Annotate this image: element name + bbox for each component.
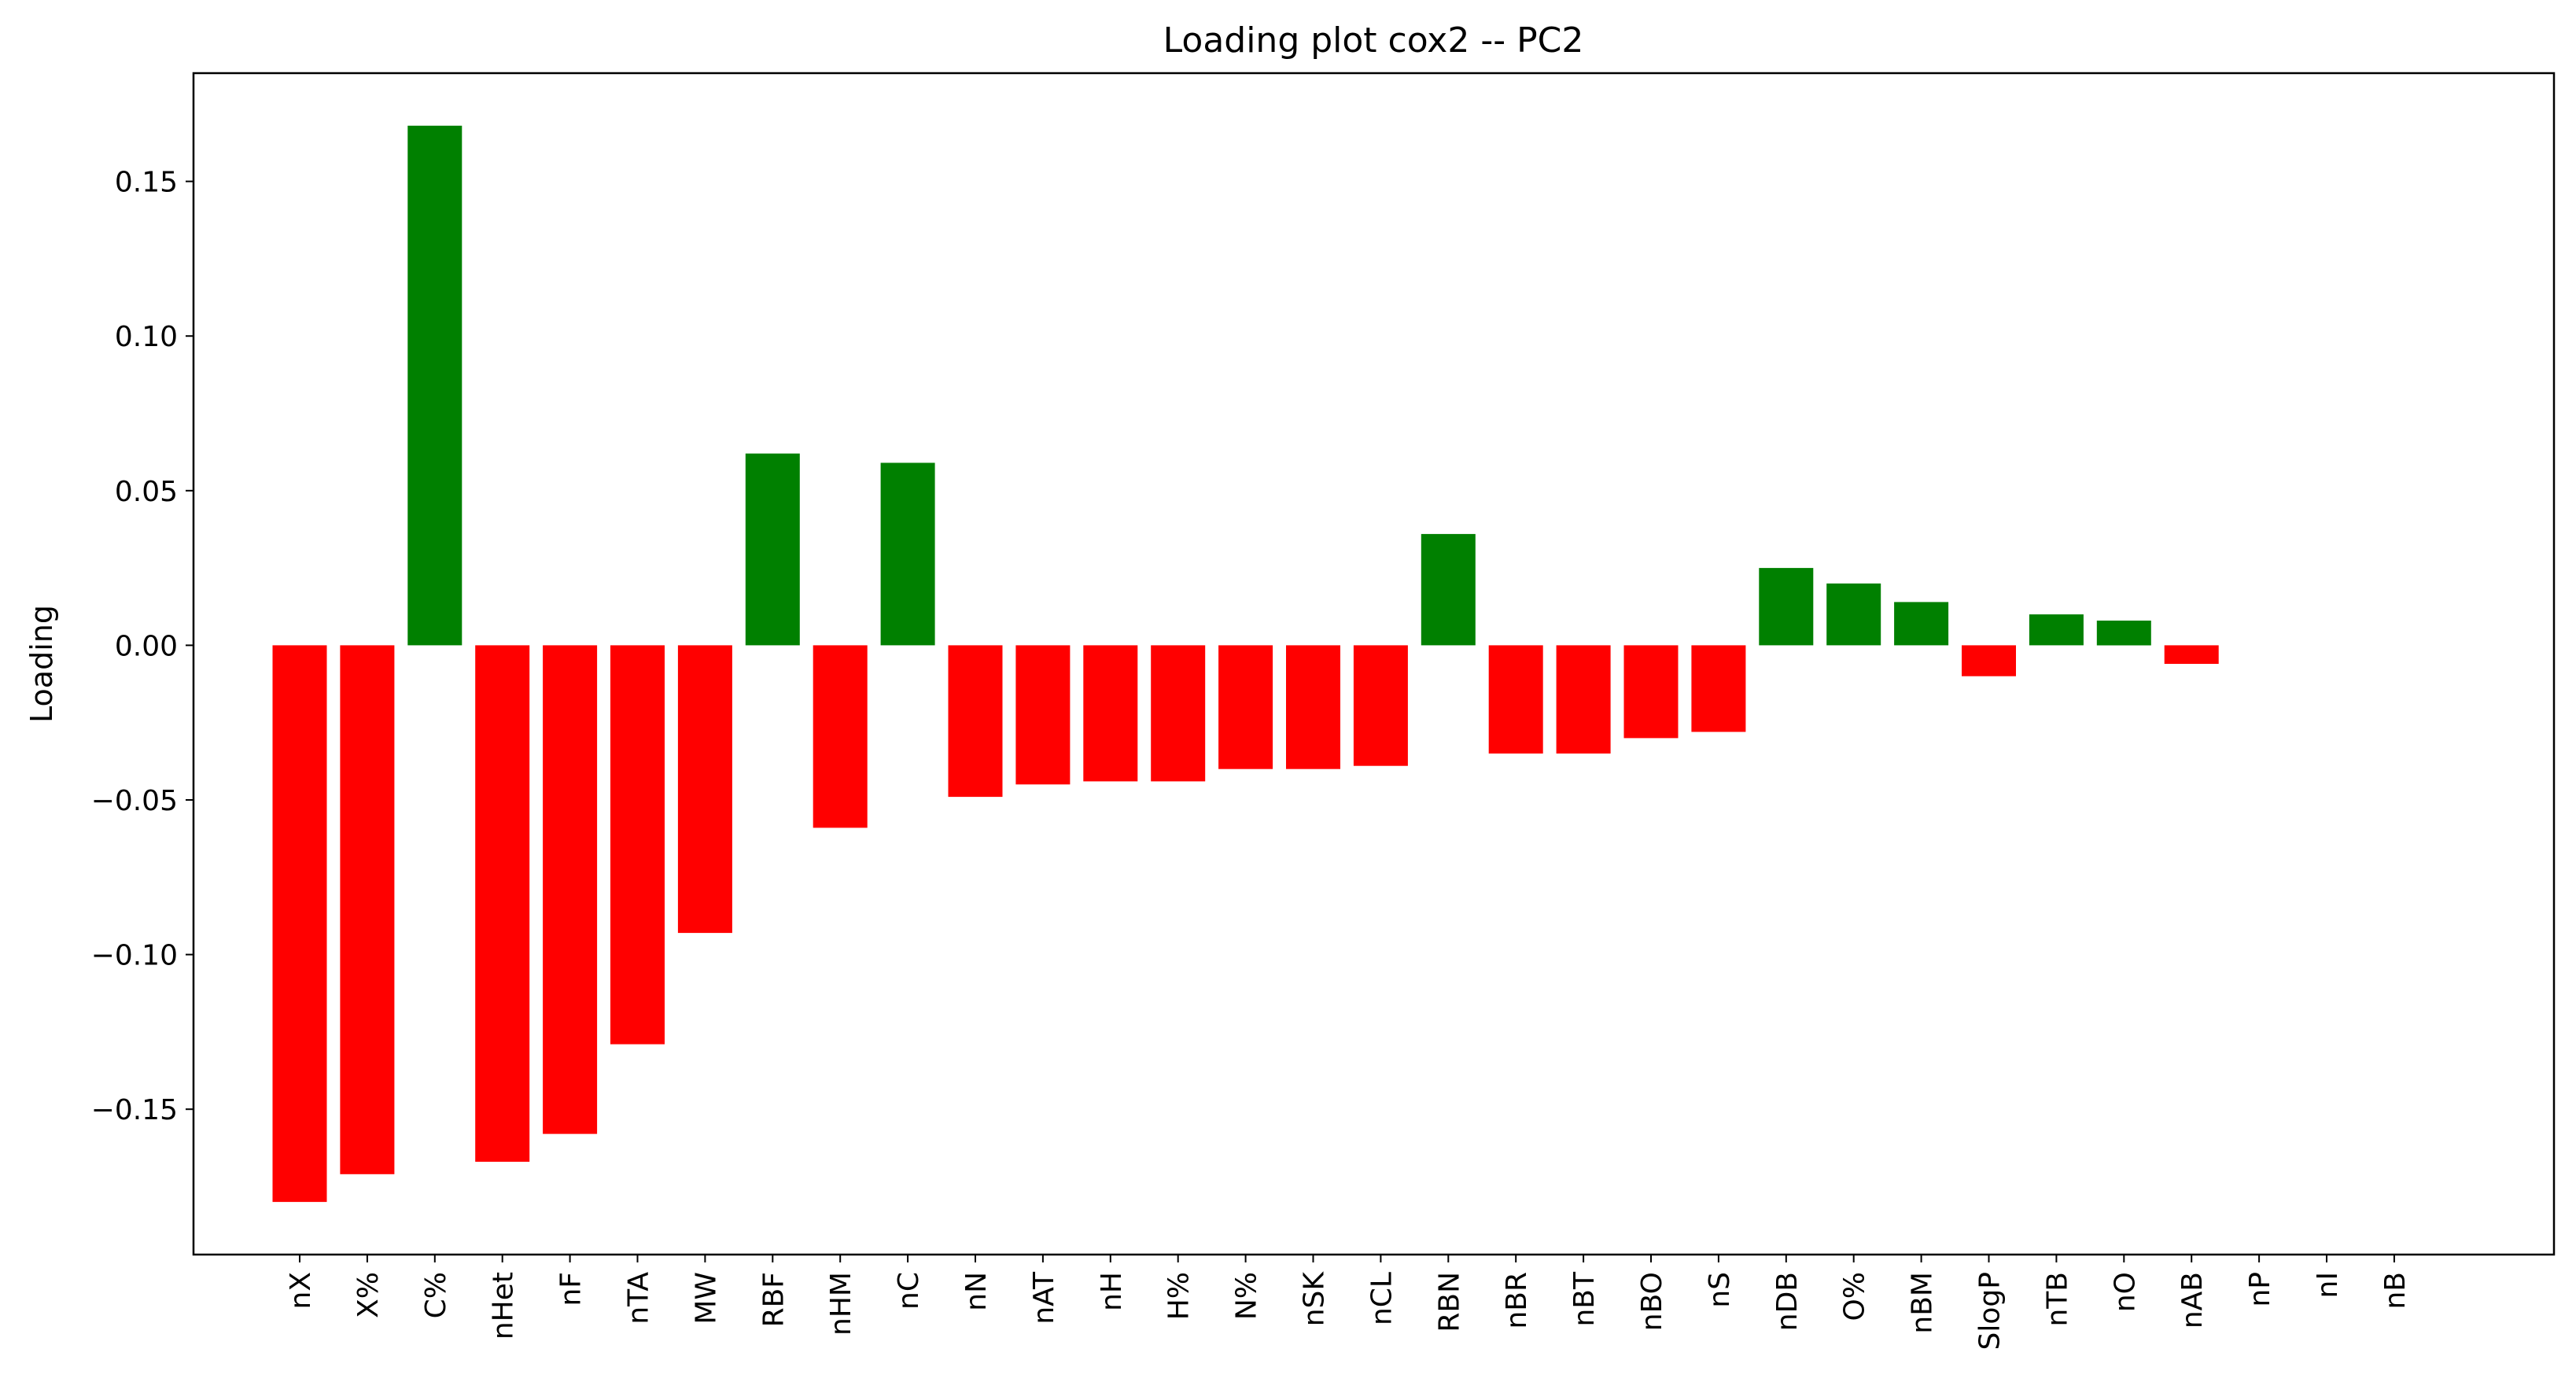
bar-nO xyxy=(2096,621,2151,646)
x-tick-label: X% xyxy=(352,1272,385,1318)
bar-nC xyxy=(880,462,935,646)
x-tick-label: nP xyxy=(2244,1272,2276,1307)
bar-nF xyxy=(543,645,598,1134)
y-axis-ticks: −0.15 −0.10 −0.05 0.00 0.05 0.10 0.15 xyxy=(91,167,193,1126)
bars-layer xyxy=(272,125,2219,1203)
bar-nTB xyxy=(2029,614,2084,646)
x-tick-label: nO xyxy=(2109,1272,2141,1312)
y-tick-label: 0.10 xyxy=(115,321,178,353)
bar-C% xyxy=(407,125,463,646)
bar-nX xyxy=(272,645,327,1203)
x-tick-label: nS xyxy=(1704,1272,1736,1308)
bar-nCL xyxy=(1353,645,1408,766)
bar-X% xyxy=(340,645,395,1174)
x-tick-label: nTB xyxy=(2041,1272,2073,1327)
x-tick-label: nHM xyxy=(825,1272,857,1336)
bar-nH xyxy=(1083,645,1138,782)
x-axis-ticks: nX X% C% nHet nF nTA MW RBF nHM nC nN nAT nH H% N% nSK n… xyxy=(285,1255,2412,1350)
bar-nAT xyxy=(1015,645,1071,785)
bar-MW xyxy=(677,645,732,934)
bar-nSK xyxy=(1286,645,1340,769)
bar-nDB xyxy=(1759,568,1814,646)
x-tick-label: SlogP xyxy=(1974,1272,2007,1350)
x-tick-label: nBT xyxy=(1568,1271,1601,1327)
x-tick-label: nX xyxy=(285,1272,317,1309)
y-axis-label: Loading xyxy=(24,605,59,723)
bar-nHM xyxy=(813,645,868,828)
x-tick-label: nSK xyxy=(1299,1271,1331,1327)
y-tick-label: 0.05 xyxy=(115,476,178,508)
x-tick-label: H% xyxy=(1163,1272,1196,1320)
x-tick-label: O% xyxy=(1839,1272,1871,1321)
bar-RBN xyxy=(1421,533,1476,646)
x-tick-label: nAT xyxy=(1028,1271,1060,1325)
y-tick-label: 0.00 xyxy=(115,630,178,662)
bar-nN xyxy=(948,645,1003,798)
bar-nBR xyxy=(1488,645,1543,754)
bar-SlogP xyxy=(1962,645,2016,676)
plot-area-frame xyxy=(192,72,2556,1256)
bar-RBF xyxy=(745,453,800,646)
x-tick-label: MW xyxy=(690,1272,722,1325)
x-tick-label: nHet xyxy=(488,1272,520,1340)
bar-nAB xyxy=(2164,645,2219,664)
x-tick-label: nDB xyxy=(1771,1272,1804,1331)
x-tick-label: nB xyxy=(2379,1272,2412,1310)
x-tick-label: RBF xyxy=(757,1272,790,1327)
bar-nBO xyxy=(1623,645,1679,739)
bar-nBM xyxy=(1894,602,1949,646)
x-tick-label: nC xyxy=(893,1272,925,1310)
x-tick-label: nI xyxy=(2312,1272,2344,1298)
bar-nHet xyxy=(475,645,530,1162)
bar-nS xyxy=(1691,645,1746,732)
x-tick-label: nBO xyxy=(1636,1272,1668,1331)
x-tick-label: nN xyxy=(960,1272,993,1311)
x-tick-label: nBR xyxy=(1501,1272,1533,1329)
x-tick-label: nF xyxy=(555,1272,588,1306)
x-tick-label: nH xyxy=(1096,1272,1128,1311)
bar-nTA xyxy=(610,645,665,1045)
x-tick-label: nBM xyxy=(1907,1272,1939,1334)
x-tick-label: N% xyxy=(1231,1272,1263,1320)
y-tick-label: −0.15 xyxy=(91,1094,178,1126)
chart-title: Loading plot cox2 -- PC2 xyxy=(1163,20,1584,61)
x-tick-label: RBN xyxy=(1433,1272,1465,1332)
bar-nBT xyxy=(1556,645,1611,754)
bar-O% xyxy=(1826,583,1881,646)
bar-H% xyxy=(1151,645,1206,782)
x-tick-label: C% xyxy=(420,1272,452,1318)
x-tick-label: nAB xyxy=(2176,1272,2209,1329)
bar-N% xyxy=(1218,645,1273,769)
y-tick-label: 0.15 xyxy=(115,167,178,199)
x-tick-label: nCL xyxy=(1365,1272,1398,1325)
y-tick-label: −0.10 xyxy=(91,940,178,972)
x-tick-label: nTA xyxy=(623,1272,655,1325)
y-tick-label: −0.05 xyxy=(91,785,178,817)
